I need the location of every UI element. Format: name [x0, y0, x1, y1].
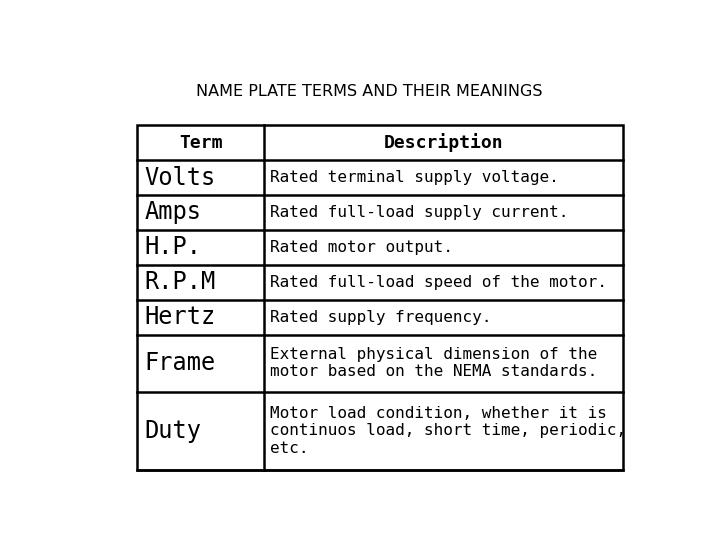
Text: Volts: Volts [144, 166, 215, 190]
Text: Rated terminal supply voltage.: Rated terminal supply voltage. [270, 170, 559, 185]
Text: Motor load condition, whether it is
continuos load, short time, periodic,
etc.: Motor load condition, whether it is cont… [270, 406, 626, 456]
Text: Rated motor output.: Rated motor output. [270, 240, 453, 255]
Text: Hertz: Hertz [144, 305, 215, 329]
Text: Frame: Frame [144, 351, 215, 375]
Text: External physical dimension of the
motor based on the NEMA standards.: External physical dimension of the motor… [270, 347, 598, 380]
Text: H.P.: H.P. [144, 235, 201, 259]
Text: Rated full-load speed of the motor.: Rated full-load speed of the motor. [270, 275, 607, 290]
Text: Description: Description [384, 133, 503, 152]
Text: Duty: Duty [144, 419, 201, 443]
Text: Amps: Amps [144, 200, 201, 225]
Text: Rated supply frequency.: Rated supply frequency. [270, 310, 492, 325]
Text: Term: Term [179, 133, 222, 152]
Text: NAME PLATE TERMS AND THEIR MEANINGS: NAME PLATE TERMS AND THEIR MEANINGS [196, 84, 542, 98]
Text: Rated full-load supply current.: Rated full-load supply current. [270, 205, 569, 220]
Text: R.P.M: R.P.M [144, 271, 215, 294]
